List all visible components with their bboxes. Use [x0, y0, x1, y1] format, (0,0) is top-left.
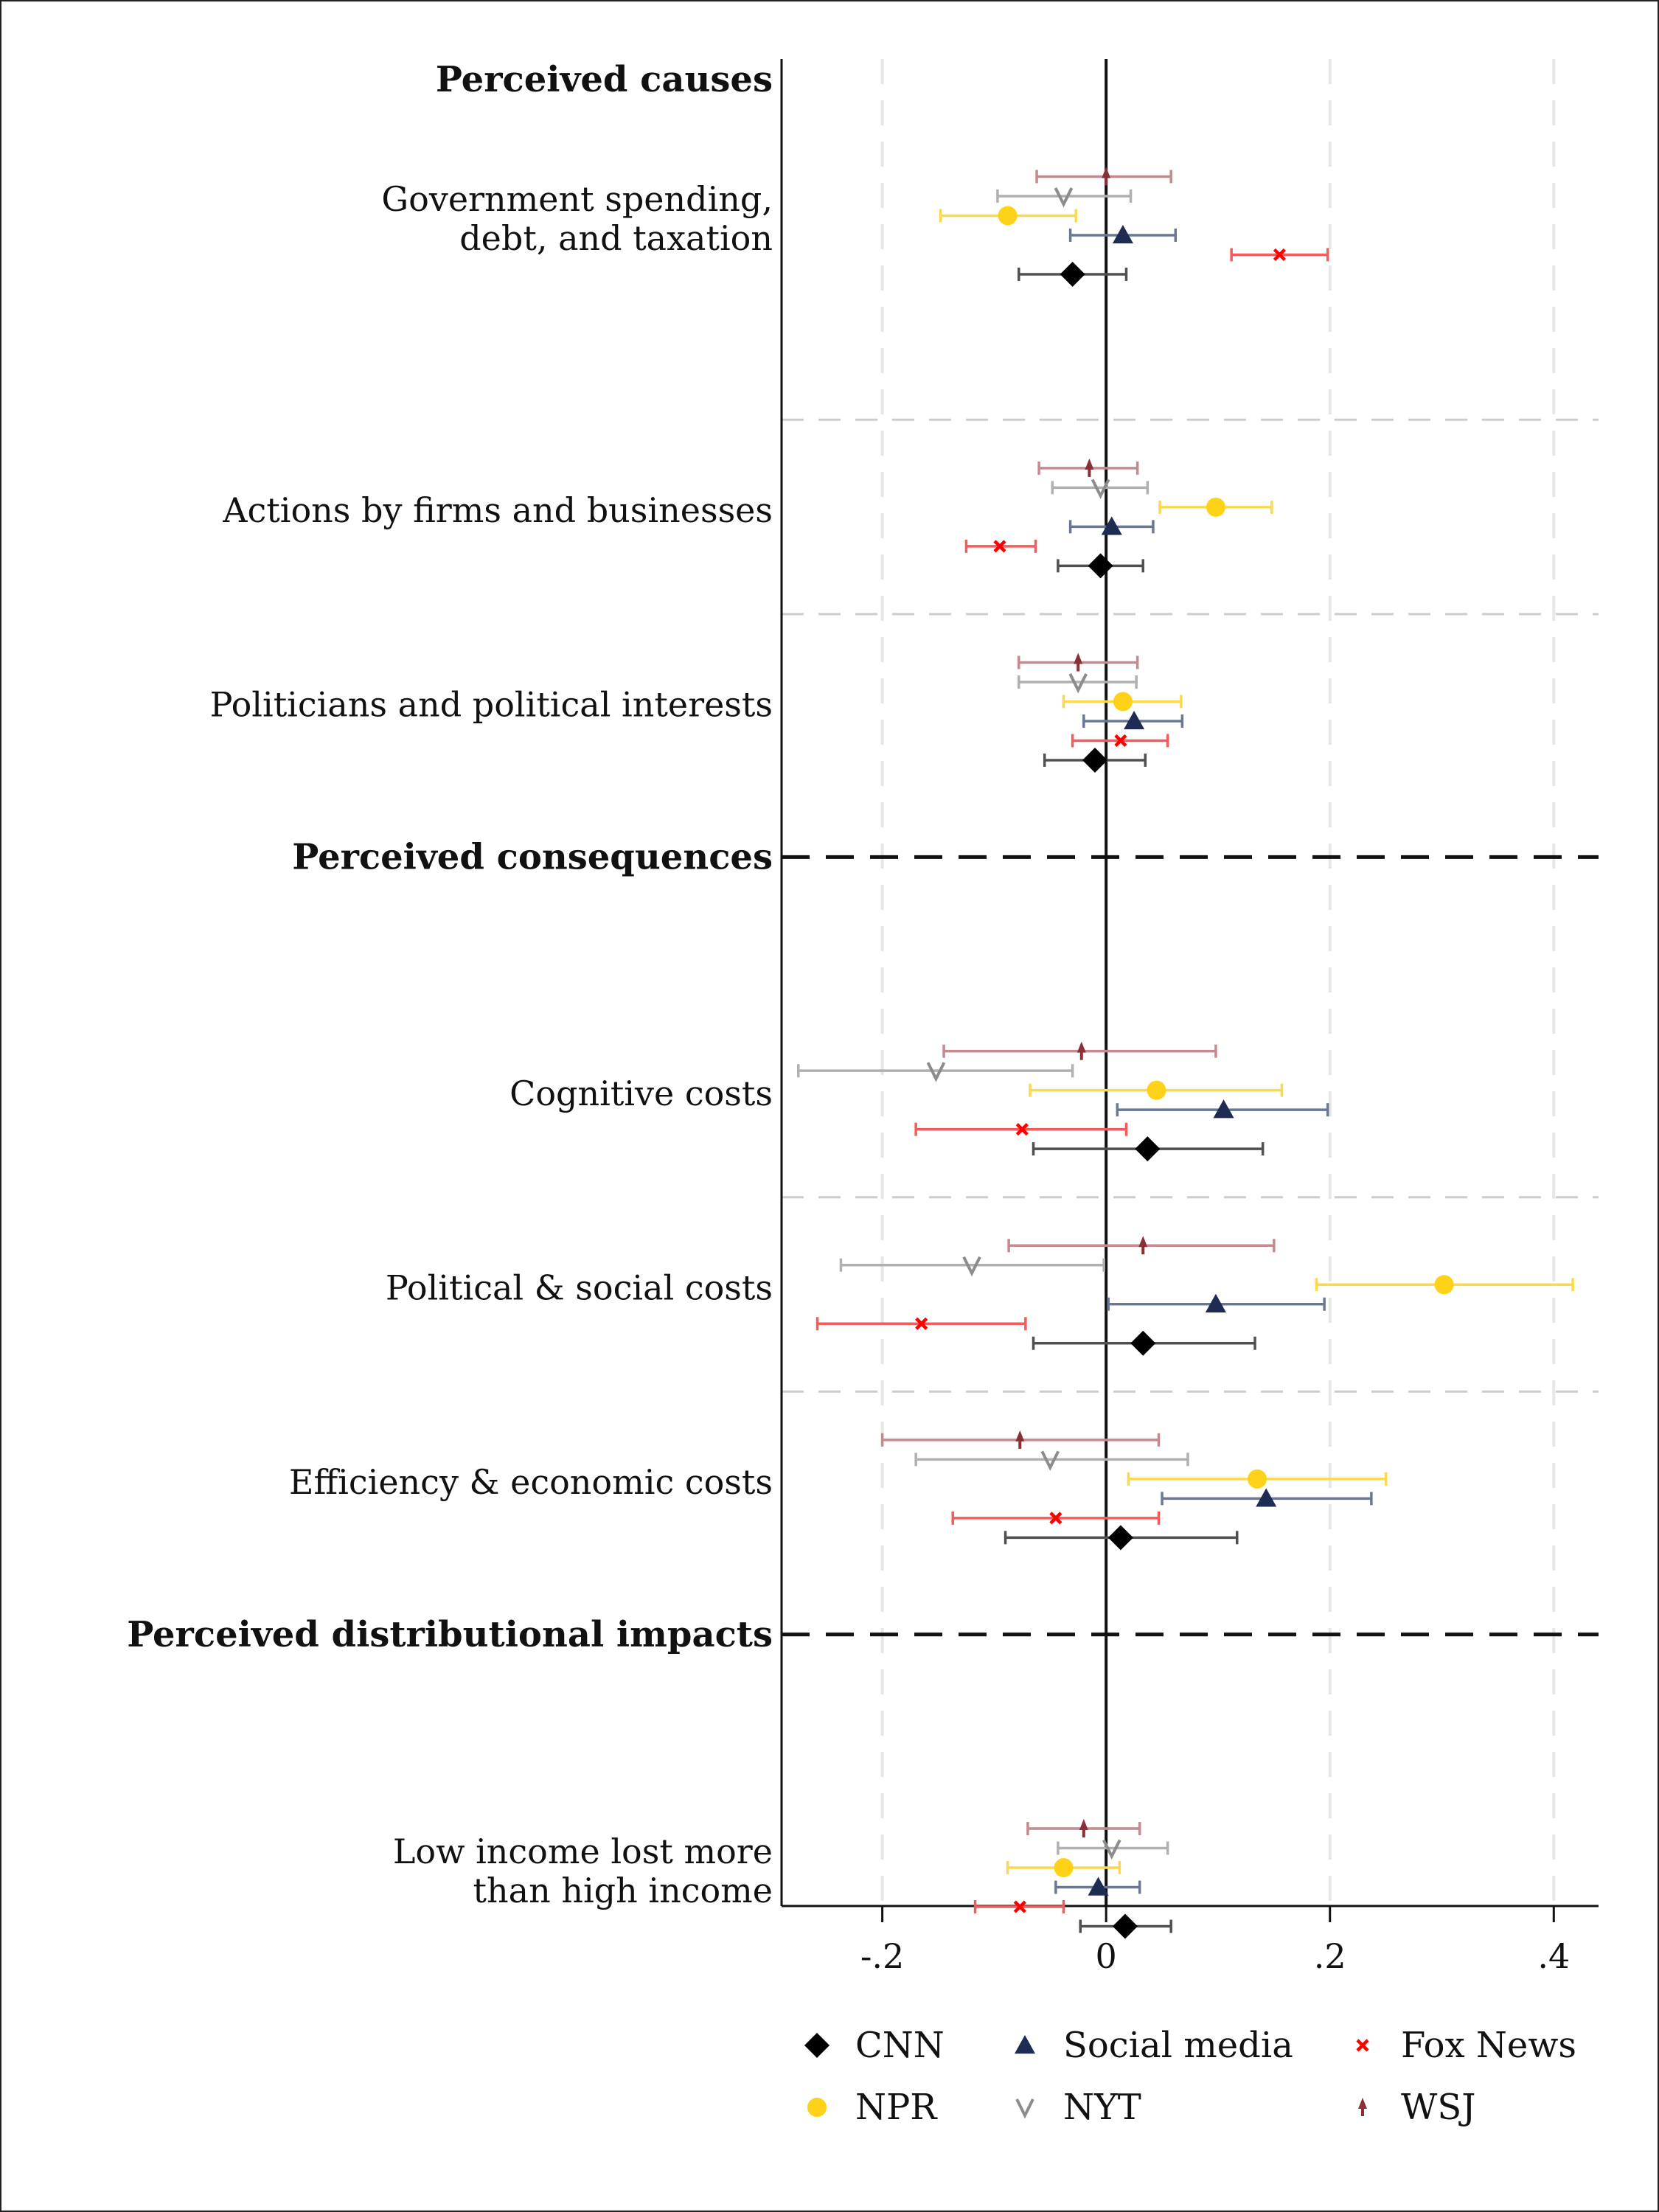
point-fox-news	[1114, 734, 1127, 748]
point-fox-news	[915, 1317, 928, 1330]
point-nyt	[962, 1256, 981, 1277]
legend-label: NYT	[1063, 2087, 1141, 2128]
point-social-media	[1112, 224, 1133, 244]
point-npr	[1434, 1275, 1454, 1295]
legend-item-fox-news: Fox News	[1356, 2025, 1576, 2066]
section-label-consequences: Perceived consequences	[292, 836, 773, 877]
series-social-media	[1054, 224, 1373, 1896]
point-wsj	[1074, 653, 1083, 672]
point-npr	[1113, 692, 1133, 712]
legend-label: Social media	[1063, 2025, 1293, 2066]
category-label: Low income lost more	[393, 1832, 773, 1871]
point-fox-news	[993, 540, 1006, 553]
point-cnn	[1130, 1330, 1156, 1356]
point-npr	[998, 206, 1018, 226]
x-tick-label: .2	[1314, 1936, 1346, 1976]
category-label: Actions by firms and businesses	[222, 490, 773, 530]
category-label: Government spending,	[381, 179, 773, 219]
legend-label: Fox News	[1401, 2025, 1576, 2066]
point-npr	[1248, 1469, 1267, 1489]
category-label: than high income	[473, 1871, 773, 1910]
category-label: debt, and taxation	[459, 218, 773, 258]
point-wsj	[1102, 167, 1111, 186]
point-nyt	[926, 1062, 946, 1082]
point-nyt	[1054, 187, 1074, 208]
x-tick-label: -.2	[860, 1936, 904, 1976]
series-fox-news	[815, 248, 1329, 1914]
point-nyt	[1091, 479, 1110, 499]
point-social-media	[1213, 1099, 1234, 1119]
legend-marker-wsj	[1358, 2098, 1367, 2116]
point-npr	[1147, 1080, 1166, 1100]
legend: CNN Social media Fox News NPR NYT WSJ	[804, 2025, 1576, 2128]
point-cnn	[1112, 1913, 1138, 1939]
point-nyt	[1040, 1450, 1060, 1471]
point-wsj	[1015, 1430, 1025, 1449]
legend-marker-npr	[807, 2098, 827, 2117]
category-label: Politicians and political interests	[209, 685, 773, 725]
point-cnn	[1135, 1136, 1161, 1162]
point-fox-news	[1273, 248, 1287, 262]
point-social-media	[1088, 1877, 1109, 1896]
legend-marker-social-media	[1015, 2035, 1035, 2054]
point-npr	[1054, 1858, 1074, 1878]
point-nyt	[1068, 673, 1088, 694]
legend-marker-cnn	[804, 2033, 830, 2058]
point-wsj	[1138, 1236, 1148, 1255]
point-wsj	[1085, 458, 1094, 477]
point-fox-news	[1049, 1512, 1062, 1525]
series-cnn	[1004, 261, 1265, 1939]
legend-item-npr: NPR	[807, 2087, 938, 2128]
legend-marker-fox-news	[1356, 2039, 1369, 2052]
category-label: Efficiency & economic costs	[289, 1462, 773, 1502]
legend-item-wsj: WSJ	[1358, 2087, 1475, 2128]
legend-label: NPR	[855, 2087, 938, 2128]
legend-marker-nyt	[1015, 2098, 1034, 2119]
point-fox-news	[1013, 1900, 1026, 1913]
legend-item-nyt: NYT	[1015, 2087, 1141, 2128]
x-tick-label: .4	[1537, 1936, 1570, 1976]
series-nyt	[797, 187, 1189, 1860]
point-cnn	[1107, 1525, 1133, 1551]
point-social-media	[1205, 1293, 1226, 1312]
point-cnn	[1082, 747, 1107, 773]
point-wsj	[1077, 1041, 1086, 1060]
point-nyt	[1102, 1839, 1121, 1860]
point-social-media	[1124, 710, 1145, 730]
section-label-causes: Perceived causes	[436, 59, 773, 100]
category-label: Cognitive costs	[509, 1074, 773, 1113]
legend-item-cnn: CNN	[804, 2025, 945, 2066]
series-npr	[939, 206, 1574, 1878]
point-wsj	[1079, 1819, 1088, 1838]
category-label: Political & social costs	[386, 1268, 773, 1308]
legend-label: CNN	[855, 2025, 945, 2066]
legend-item-social-media: Social media	[1015, 2025, 1293, 2066]
point-cnn	[1088, 553, 1113, 579]
point-fox-news	[1015, 1123, 1029, 1136]
point-social-media	[1256, 1488, 1277, 1507]
point-npr	[1206, 497, 1225, 517]
section-label-distributional: Perceived distributional impacts	[127, 1614, 773, 1655]
series-wsj	[880, 167, 1276, 1838]
point-social-media	[1101, 516, 1122, 535]
x-tick-label: 0	[1096, 1936, 1117, 1976]
point-cnn	[1060, 261, 1085, 287]
legend-label: WSJ	[1401, 2087, 1475, 2128]
